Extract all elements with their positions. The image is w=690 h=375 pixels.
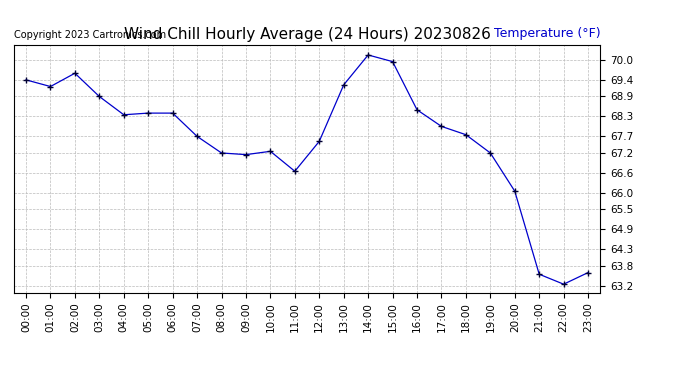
Text: Copyright 2023 Cartronics.com: Copyright 2023 Cartronics.com	[14, 30, 166, 40]
Text: Temperature (°F): Temperature (°F)	[493, 27, 600, 40]
Title: Wind Chill Hourly Average (24 Hours) 20230826: Wind Chill Hourly Average (24 Hours) 202…	[124, 27, 491, 42]
